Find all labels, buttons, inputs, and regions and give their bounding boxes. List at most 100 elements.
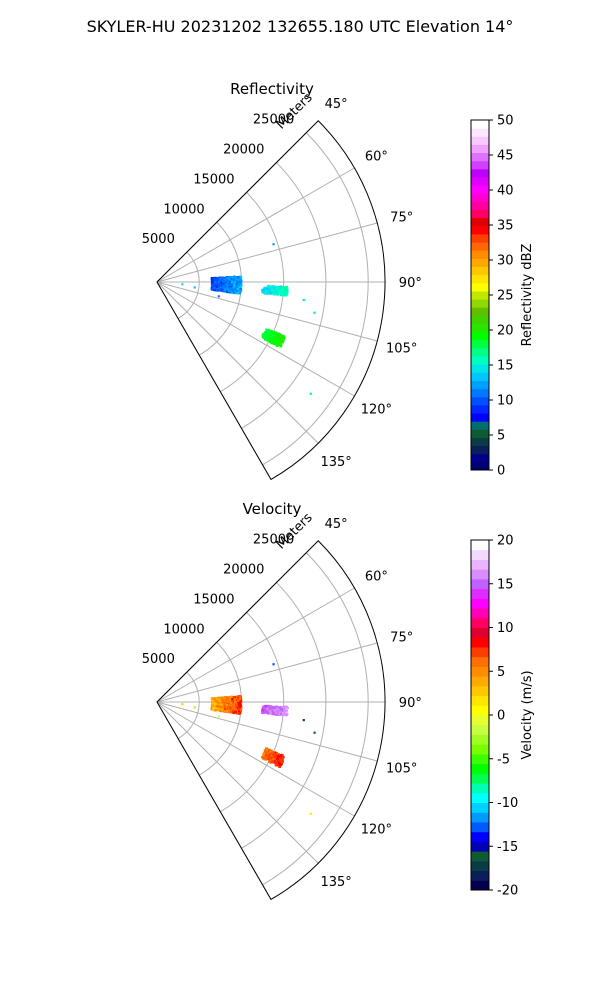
azimuth-tick-label: 60°: [365, 149, 388, 164]
colorbar-segment: [471, 734, 489, 745]
colorbar-segment: [471, 695, 489, 706]
colorbar-segment: [471, 282, 489, 292]
colorbar-segment: [471, 250, 489, 259]
colorbar-segment: [471, 339, 489, 349]
radar-gate: [231, 711, 234, 714]
colorbar-tick-label: -15: [497, 840, 518, 855]
radar-gate: [222, 279, 225, 283]
radar-gate: [231, 291, 235, 294]
radar-gate: [271, 290, 274, 294]
radar-gate: [231, 284, 235, 288]
radar-gate: [212, 277, 216, 281]
radar-gate: [234, 291, 237, 294]
azimuth-tick-label: 90°: [399, 696, 422, 711]
radar-gate: [270, 760, 274, 763]
radar-gate: [282, 287, 286, 291]
radar-gate: [262, 335, 265, 339]
radar-gate: [278, 706, 281, 709]
radar-gate: [212, 705, 216, 708]
radar-gate: [234, 710, 237, 714]
radar-gate: [269, 710, 273, 713]
radar-gate: [222, 290, 226, 293]
radar-gate: [224, 700, 228, 703]
radar-gate: [220, 708, 224, 712]
radar-gate: [263, 710, 266, 713]
radar-gate: [273, 706, 277, 710]
radar-gate: [217, 697, 220, 701]
radar-gate: [214, 703, 217, 707]
radar-gate: [214, 704, 217, 708]
radar-gate: [277, 292, 280, 296]
radar-gate: [267, 709, 270, 712]
radar-gate: [271, 335, 274, 338]
colorbar-segment: [471, 666, 489, 677]
radar-gate: [268, 750, 272, 753]
radar-gate: [214, 284, 217, 287]
colorbar-segment: [471, 453, 489, 463]
radar-gate: [267, 284, 270, 288]
radar-gate: [261, 291, 265, 294]
radar-gate: [283, 706, 286, 709]
radar-gate: [235, 705, 238, 708]
radar-gate: [275, 335, 278, 338]
radar-gate: [272, 754, 275, 758]
radar-gate: [236, 711, 240, 715]
radar-gate: [238, 286, 242, 289]
radar-gate: [278, 340, 282, 344]
radar-gate: [210, 697, 214, 700]
radar-gate: [224, 284, 228, 288]
colorbar-segment: [471, 637, 489, 648]
radar-gate: [266, 751, 270, 754]
radial-grid-ring: [262, 552, 369, 886]
colorbar-segment: [471, 559, 489, 570]
radar-gate: [282, 338, 285, 341]
radial-tick-label: 10000: [163, 622, 204, 637]
radar-gate: [219, 277, 222, 281]
radial-grid-ring: [177, 251, 200, 319]
radar-gate: [274, 342, 278, 345]
radar-gate: [233, 281, 236, 284]
radar-gate: [233, 698, 237, 701]
colorbar-segment: [471, 617, 489, 628]
radar-gate: [272, 243, 275, 246]
colorbar-segment: [471, 783, 489, 794]
radar-gate: [271, 337, 275, 340]
azimuth-tick-label: 135°: [320, 455, 351, 470]
radar-gate: [214, 697, 217, 701]
radar-gate: [240, 284, 243, 288]
colorbar-tick-label: 10: [497, 394, 514, 409]
radial-tick-label: 5000: [142, 232, 175, 247]
colorbar-segment: [471, 588, 489, 599]
radar-gate: [277, 337, 281, 340]
azimuth-grid-spoke: [156, 167, 355, 283]
radar-gate: [230, 290, 233, 293]
radar-gate: [226, 287, 229, 290]
radar-gate: [269, 754, 273, 757]
colorbar-segment: [471, 160, 489, 170]
radar-gate: [272, 752, 275, 756]
radar-gate: [239, 696, 242, 699]
radar-gate: [230, 279, 234, 283]
azimuth-grid-spoke: [156, 281, 378, 342]
colorbar-tick-label: 5: [497, 429, 505, 444]
radar-gate: [239, 280, 242, 283]
colorbar-segment: [471, 578, 489, 590]
radar-gate: [239, 697, 242, 701]
sector-outline: [156, 120, 386, 481]
azimuth-grid-spoke: [156, 281, 319, 444]
colorbar-segment: [471, 331, 489, 341]
radar-gate: [230, 283, 233, 286]
colorbar-segment: [471, 274, 489, 284]
radar-gate: [232, 276, 235, 279]
radar-gate: [223, 702, 226, 706]
radar-gate: [239, 700, 242, 703]
colorbar-segment: [471, 421, 489, 430]
velocity-panel: Velocity 45° 60° 75° 90° 105° 120° 135° 5000 1000…: [142, 500, 535, 901]
colorbar-segment: [471, 685, 489, 697]
radar-gate: [222, 285, 225, 288]
radar-gate: [262, 288, 265, 291]
colorbar-segment: [471, 225, 489, 235]
colorbar-segment: [471, 724, 489, 735]
radar-gate: [272, 331, 276, 335]
panel-title: Velocity: [243, 500, 302, 518]
